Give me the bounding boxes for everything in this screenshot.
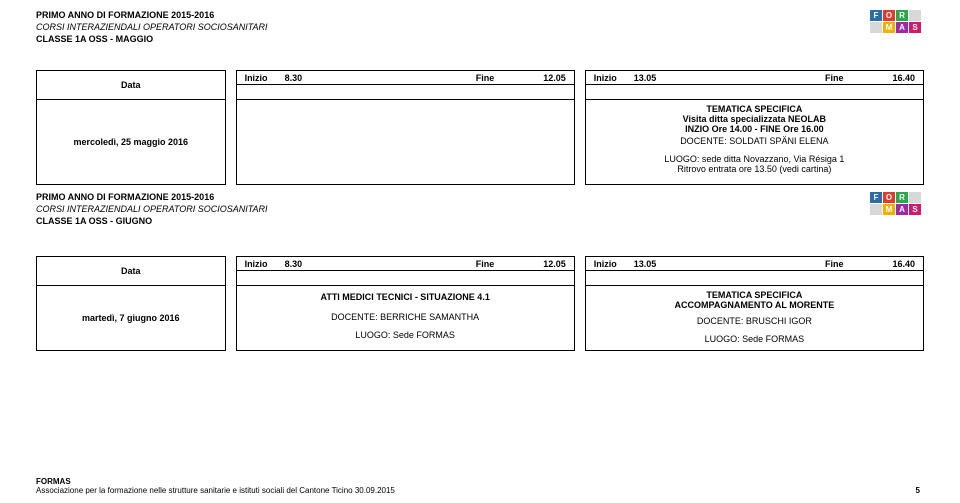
slot-subtitle: ACCOMPAGNAMENTO AL MORENTE [594, 300, 915, 310]
content-row-maggio: mercoledì, 25 maggio 2016 TEMATICA SPECI… [36, 99, 924, 185]
slot-docente: DOCENTE: BRUSCHI IGOR [594, 316, 915, 326]
pm-time-cell: Inizio 13.05 Fine 16.40 [585, 70, 924, 100]
header-line-2: CORSI INTERAZIENDALI OPERATORI SOCIOSANI… [36, 22, 268, 32]
inizio-label: Inizio [245, 259, 285, 269]
am-end-value: 12.05 [516, 73, 566, 83]
am-end-value: 12.05 [516, 259, 566, 269]
data-label-cell: Data [36, 256, 226, 286]
slot-subtitle: INZIO Ore 14.00 - FINE Ore 16.00 [594, 124, 915, 134]
logo-cell: F [870, 10, 882, 21]
formas-logo-2: F O R M A S [870, 192, 920, 215]
am-time-cell: Inizio 8.30 Fine 12.05 [236, 70, 575, 100]
formas-logo-1: F O R M A S [870, 10, 920, 33]
slot-docente: DOCENTE: BERRICHE SAMANTHA [245, 312, 566, 322]
slot-luogo: LUOGO: Sede FORMAS [245, 330, 566, 340]
footer-desc: Associazione per la formazione nelle str… [36, 486, 395, 495]
header-line-3: CLASSE 1A OSS - MAGGIO [36, 34, 268, 44]
page-number: 5 [916, 486, 920, 495]
header-line-1: PRIMO ANNO DI FORMAZIONE 2015-2016 [36, 192, 268, 202]
footer-org: FORMAS [36, 477, 71, 486]
pm-end-value: 16.40 [865, 73, 915, 83]
fine-label: Fine [476, 73, 516, 83]
inizio-label: Inizio [245, 73, 285, 83]
pm-end-value: 16.40 [865, 259, 915, 269]
slot-title: TEMATICA SPECIFICA [594, 290, 915, 300]
logo-cell [870, 204, 882, 215]
fine-label: Fine [825, 259, 865, 269]
logo-cell: S [909, 204, 921, 215]
date-cell: martedì, 7 giugno 2016 [36, 285, 226, 351]
logo-cell: M [883, 204, 895, 215]
date-cell: mercoledì, 25 maggio 2016 [36, 99, 226, 185]
logo-cell: R [896, 10, 908, 21]
logo-cell: M [883, 22, 895, 33]
slot-title: TEMATICA SPECIFICA [594, 104, 915, 114]
inizio-label: Inizio [594, 259, 634, 269]
content-row-giugno: martedì, 7 giugno 2016 ATTI MEDICI TECNI… [36, 285, 924, 351]
am-slot-cell: ATTI MEDICI TECNICI - SITUAZIONE 4.1 DOC… [236, 285, 575, 351]
logo-cell: A [896, 22, 908, 33]
time-header-row: Data Inizio 8.30 Fine 12.05 Inizio 13.05… [36, 256, 924, 286]
logo-cell [909, 10, 921, 21]
schedule-block-giugno: Data Inizio 8.30 Fine 12.05 Inizio 13.05… [36, 256, 924, 351]
pm-start-value: 13.05 [634, 73, 684, 83]
header-block-maggio: PRIMO ANNO DI FORMAZIONE 2015-2016 CORSI… [36, 10, 268, 46]
logo-cell: A [896, 204, 908, 215]
slot-luogo-1: LUOGO: sede ditta Novazzano, Via Résiga … [594, 154, 915, 164]
logo-cell [909, 192, 921, 203]
logo-cell: F [870, 192, 882, 203]
header-block-giugno: PRIMO ANNO DI FORMAZIONE 2015-2016 CORSI… [36, 192, 268, 228]
am-start-value: 8.30 [285, 73, 335, 83]
logo-cell: R [896, 192, 908, 203]
header-line-1: PRIMO ANNO DI FORMAZIONE 2015-2016 [36, 10, 268, 20]
slot-subtitle: Visita ditta specializzata NEOLAB [594, 114, 915, 124]
logo-cell [870, 22, 882, 33]
pm-slot-cell: TEMATICA SPECIFICA Visita ditta speciali… [585, 99, 924, 185]
slot-title: ATTI MEDICI TECNICI - SITUAZIONE 4.1 [245, 292, 566, 302]
pm-start-value: 13.05 [634, 259, 684, 269]
fine-label: Fine [825, 73, 865, 83]
data-label-cell: Data [36, 70, 226, 100]
slot-luogo-2: Ritrovo entrata ore 13.50 (vedi cartina) [594, 164, 915, 174]
fine-label: Fine [476, 259, 516, 269]
logo-cell: S [909, 22, 921, 33]
schedule-block-maggio: Data Inizio 8.30 Fine 12.05 Inizio 13.05… [36, 70, 924, 185]
logo-cell: O [883, 10, 895, 21]
am-start-value: 8.30 [285, 259, 335, 269]
inizio-label: Inizio [594, 73, 634, 83]
time-header-row: Data Inizio 8.30 Fine 12.05 Inizio 13.05… [36, 70, 924, 100]
header-line-3: CLASSE 1A OSS - GIUGNO [36, 216, 268, 226]
am-slot-cell [236, 99, 575, 185]
header-line-2: CORSI INTERAZIENDALI OPERATORI SOCIOSANI… [36, 204, 268, 214]
footer: FORMAS Associazione per la formazione ne… [36, 477, 395, 495]
slot-docente: DOCENTE: SOLDATI SPÄNI ELENA [594, 136, 915, 146]
logo-cell: O [883, 192, 895, 203]
pm-time-cell: Inizio 13.05 Fine 16.40 [585, 256, 924, 286]
slot-luogo: LUOGO: Sede FORMAS [594, 334, 915, 344]
am-time-cell: Inizio 8.30 Fine 12.05 [236, 256, 575, 286]
pm-slot-cell: TEMATICA SPECIFICA ACCOMPAGNAMENTO AL MO… [585, 285, 924, 351]
